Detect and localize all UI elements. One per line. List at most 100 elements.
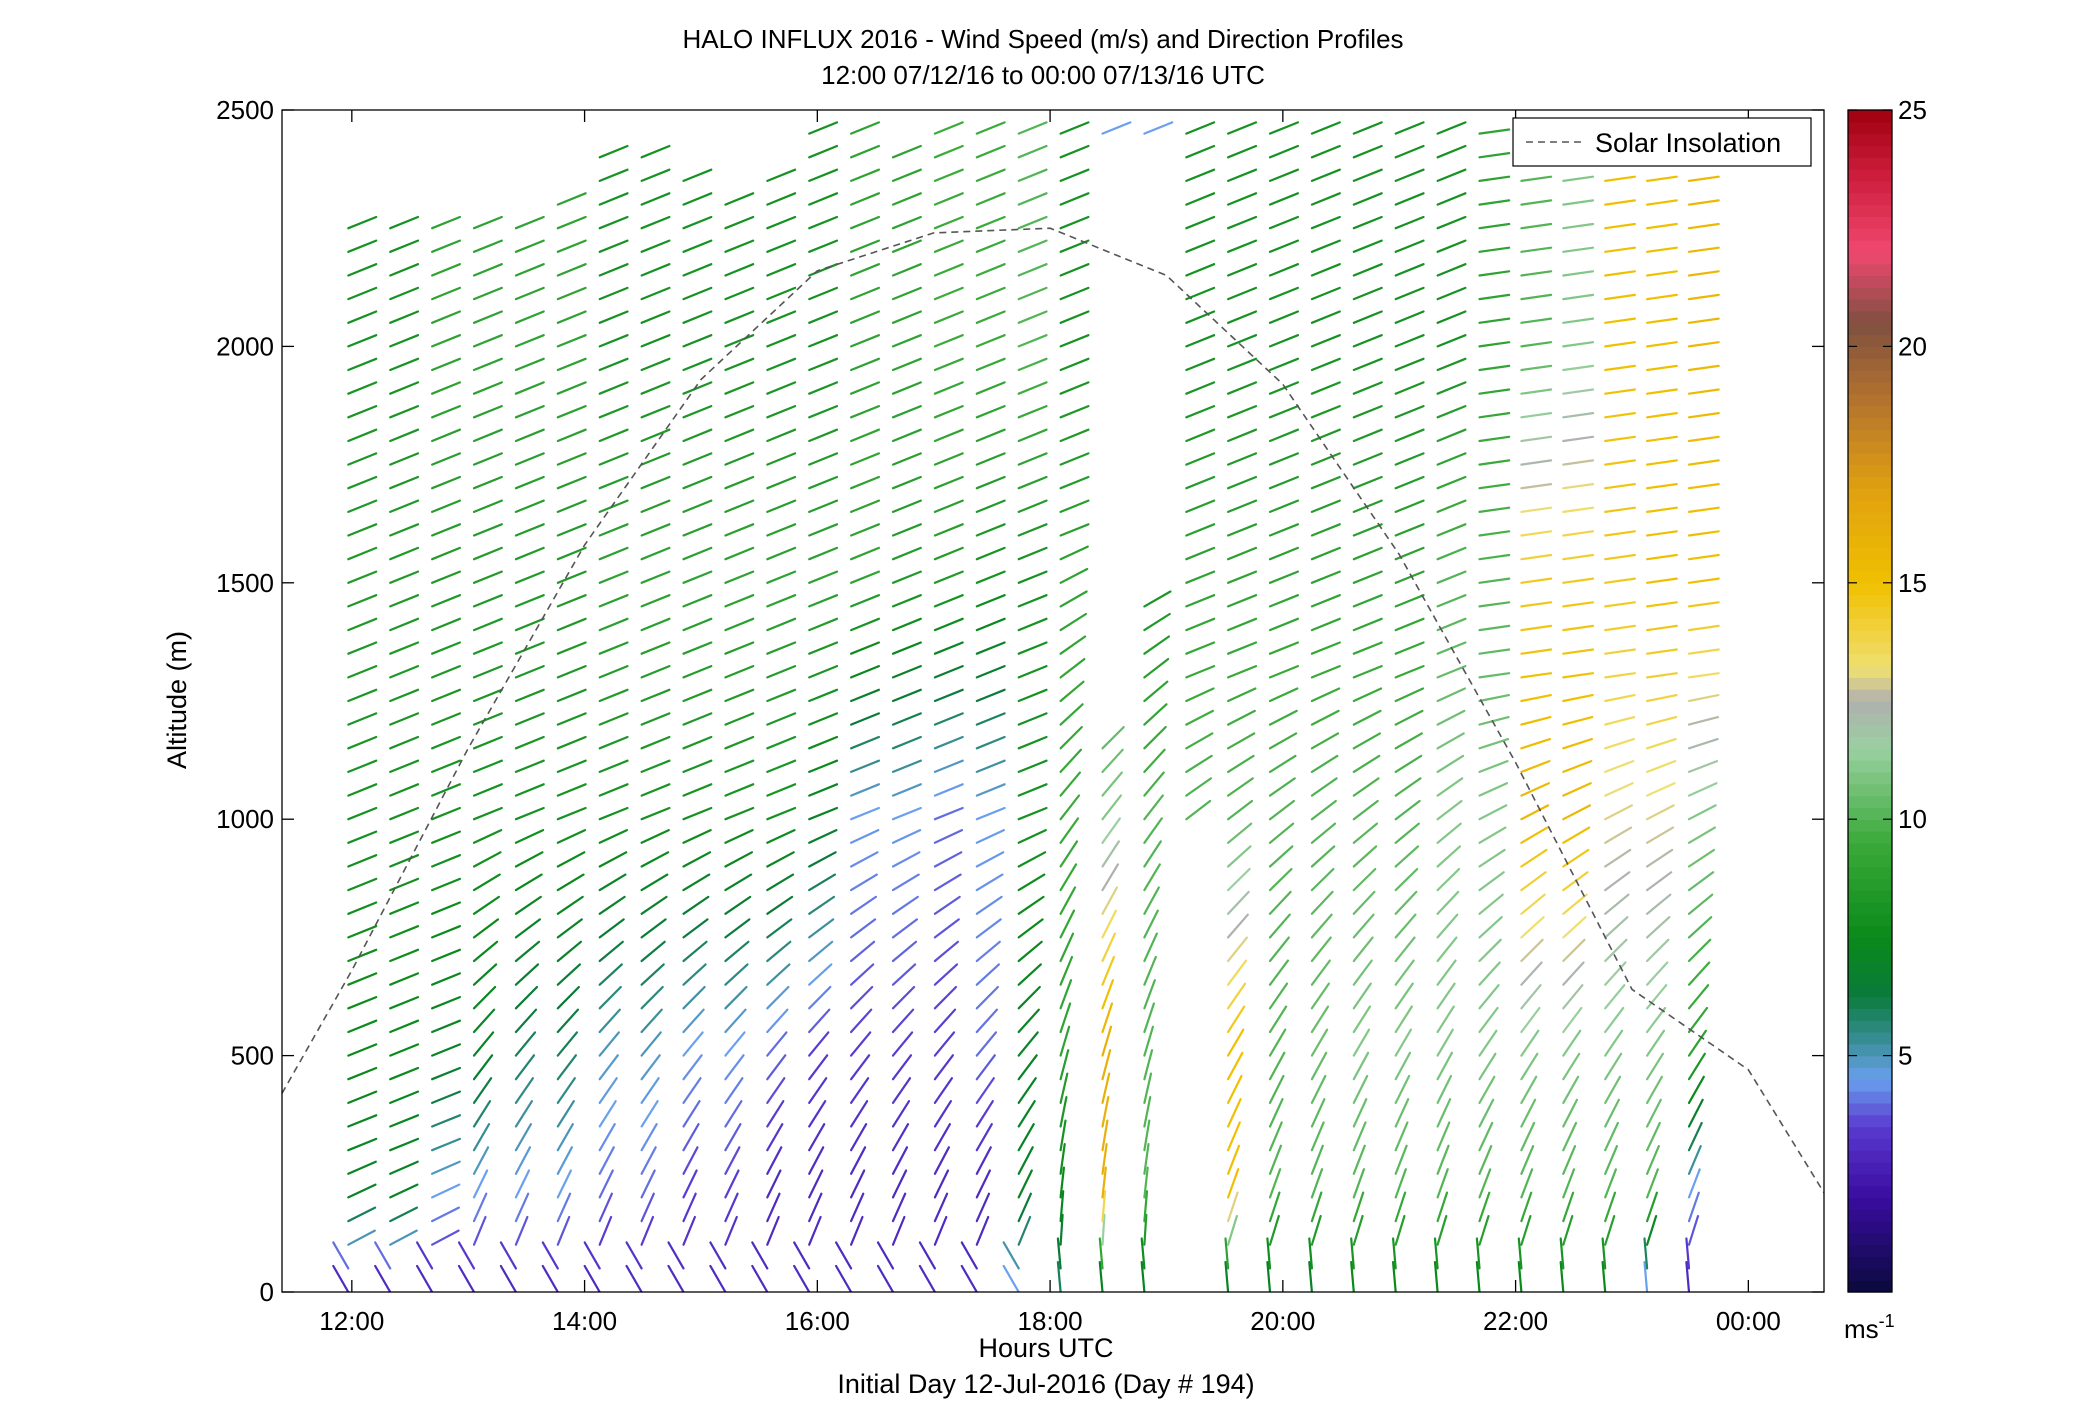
- wind-barb: [1059, 523, 1090, 537]
- wind-barb: [431, 239, 461, 253]
- wind-barb: [766, 239, 797, 253]
- wind-barb: [1059, 771, 1082, 797]
- wind-barb: [598, 192, 629, 206]
- wind-barb: [891, 594, 922, 608]
- colorbar-segment: [1848, 346, 1892, 359]
- wind-barb: [1645, 1168, 1659, 1199]
- wind-barb: [1394, 334, 1425, 348]
- wind-barb: [1394, 709, 1424, 726]
- wind-barb: [1687, 293, 1720, 301]
- wind-barb: [1478, 1029, 1498, 1057]
- wind-barb: [849, 963, 875, 986]
- wind-barb: [1436, 334, 1467, 348]
- wind-barb: [1520, 246, 1553, 253]
- wind-barb: [1562, 648, 1595, 655]
- wind-barb: [556, 475, 587, 490]
- wind-barb: [1059, 1095, 1068, 1128]
- colorbar-segment: [1848, 819, 1892, 832]
- wind-barb: [724, 1077, 744, 1105]
- wind-barb: [640, 546, 671, 561]
- wind-barb: [849, 1215, 864, 1246]
- wind-barb: [975, 499, 1006, 513]
- wind-barb: [933, 405, 964, 419]
- wind-barb: [1604, 175, 1637, 182]
- wind-barb: [1352, 936, 1374, 963]
- wind-barb: [556, 428, 587, 443]
- wind-barb: [1604, 759, 1635, 774]
- wind-barb: [933, 144, 964, 159]
- wind-barb: [1059, 1119, 1067, 1152]
- wind-barb: [891, 759, 922, 774]
- wind-barb: [1478, 782, 1509, 797]
- colorbar-segment: [1848, 807, 1892, 820]
- wind-barb: [1394, 1074, 1411, 1105]
- wind-barb: [1226, 121, 1258, 135]
- wind-barb: [1017, 664, 1048, 679]
- wind-barb: [918, 1241, 937, 1270]
- wind-barb: [1394, 121, 1425, 135]
- wind-barb: [1140, 1260, 1146, 1292]
- wind-barb: [724, 1100, 743, 1128]
- wind-barb: [849, 783, 881, 797]
- wind-barb: [1394, 1098, 1410, 1128]
- wind-barb: [1002, 1264, 1020, 1292]
- wind-barb: [849, 263, 881, 277]
- wind-barb: [598, 1123, 616, 1152]
- wind-barb: [347, 830, 378, 844]
- wind-barb: [556, 828, 587, 844]
- wind-barb: [1562, 1006, 1583, 1034]
- wind-barb: [1101, 1119, 1109, 1152]
- wind-barb: [1308, 1260, 1314, 1292]
- wind-barb: [808, 144, 839, 159]
- wind-barb: [682, 895, 710, 915]
- wind-barb: [933, 1054, 955, 1081]
- wind-barb: [389, 641, 420, 655]
- wind-barb: [347, 1019, 378, 1034]
- wind-barb: [1226, 428, 1258, 443]
- wind-barb: [975, 263, 1006, 277]
- wind-barb: [808, 851, 837, 868]
- wind-barb: [1185, 263, 1216, 277]
- wind-barb: [1687, 388, 1720, 395]
- wind-barb: [682, 1169, 698, 1199]
- wind-barb: [1604, 1214, 1616, 1246]
- wind-barb: [1185, 452, 1216, 466]
- wind-barb: [1645, 804, 1675, 821]
- wind-barb: [1143, 121, 1174, 135]
- wind-barb: [514, 475, 545, 490]
- wind-barb: [933, 895, 961, 915]
- wind-barb: [1517, 1237, 1523, 1270]
- wind-barb: [1352, 405, 1383, 419]
- colorbar-segment: [1848, 866, 1892, 879]
- wind-barb: [431, 310, 461, 324]
- wind-barb: [1143, 1213, 1148, 1246]
- wind-barb: [1520, 222, 1553, 230]
- colorbar-segment: [1848, 1209, 1892, 1222]
- wind-barb: [1226, 1098, 1242, 1128]
- wind-barb: [1352, 594, 1383, 608]
- wind-barb: [933, 310, 964, 324]
- wind-barb: [1059, 144, 1090, 159]
- wind-barb: [1687, 693, 1720, 703]
- wind-barb: [1017, 1123, 1035, 1152]
- wind-barb: [933, 1169, 950, 1199]
- wind-barb: [514, 873, 543, 892]
- wind-barb: [1101, 932, 1117, 963]
- wind-barb: [347, 735, 378, 750]
- wind-barb: [766, 499, 797, 513]
- wind-barb: [1520, 601, 1553, 608]
- wind-barb: [1017, 334, 1048, 348]
- wind-barb: [682, 168, 713, 182]
- wind-barb: [709, 1241, 727, 1270]
- wind-barb: [808, 523, 839, 537]
- wind-barb: [347, 1090, 378, 1105]
- wind-barb: [640, 940, 666, 963]
- wind-barb: [1268, 428, 1300, 443]
- plot-frame: [281, 109, 1825, 1293]
- wind-barb: [1143, 612, 1171, 632]
- wind-barb: [556, 1169, 573, 1199]
- wind-barb: [808, 428, 839, 443]
- wind-barb: [1101, 1213, 1106, 1246]
- wind-barb: [1520, 364, 1553, 372]
- wind-barb: [891, 828, 922, 844]
